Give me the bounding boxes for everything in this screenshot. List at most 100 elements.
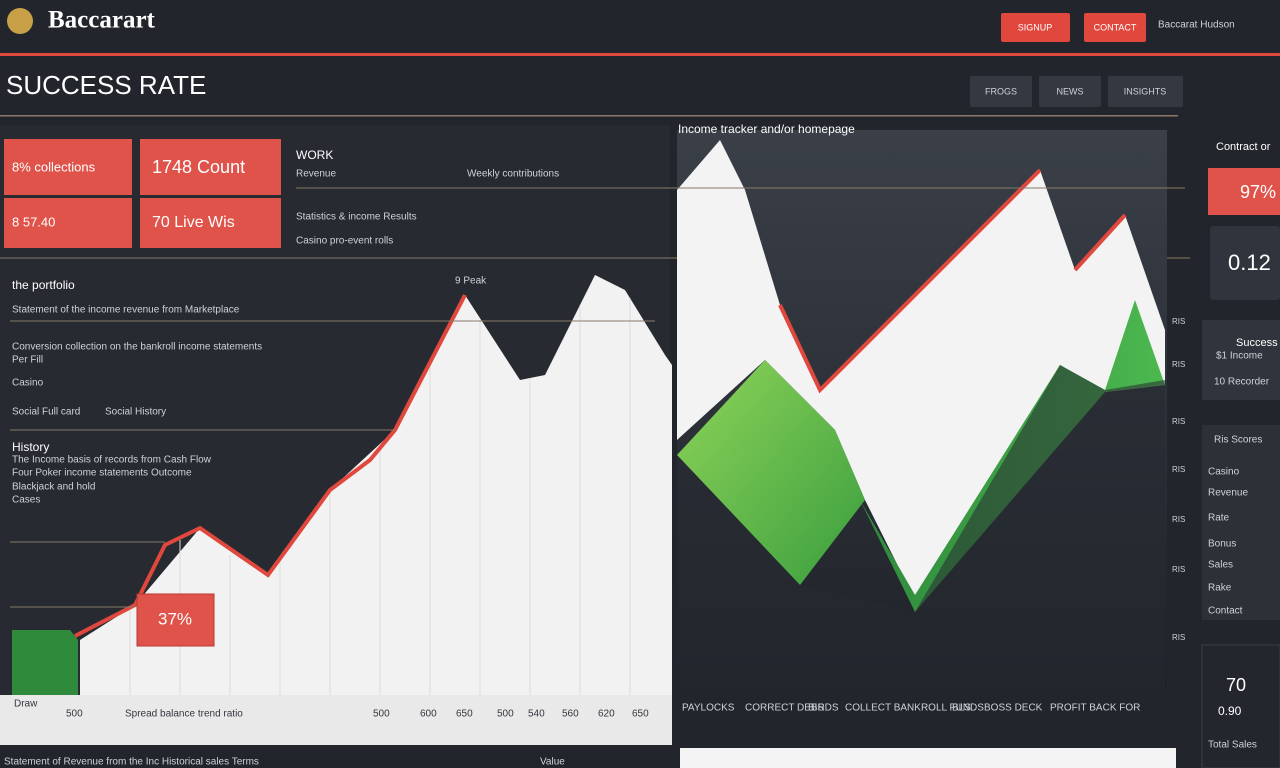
tab-label[interactable]: NEWS: [1057, 86, 1084, 96]
user-name[interactable]: Baccarat Hudson: [1158, 20, 1235, 31]
panel-heading: WORK: [296, 148, 333, 162]
card-title: Success: [1236, 337, 1278, 349]
panel-row: Statistics & income Results: [296, 212, 417, 223]
axis-label: BOSS DECK: [984, 703, 1043, 714]
card: [1201, 644, 1280, 768]
button[interactable]: [1001, 13, 1070, 42]
tab-label[interactable]: INSIGHTS: [1124, 86, 1167, 96]
axis-label: Spread balance trend ratio: [125, 709, 243, 720]
kpi-card: [140, 139, 281, 195]
panel-row: Weekly contributions: [467, 169, 559, 180]
panel-row: Revenue: [296, 169, 336, 180]
line: [74, 294, 467, 638]
chart-title: the portfolio: [12, 278, 75, 292]
kpi: 1748 Count: [152, 157, 245, 177]
note: The Income basis of records from Cash Fl…: [12, 455, 212, 466]
callout: [136, 593, 215, 647]
footer: Value: [540, 757, 565, 768]
axis-tick: RIS: [1172, 465, 1185, 474]
line: [778, 168, 1042, 394]
kpi-card: [4, 198, 132, 248]
axis-tick: RIS: [1172, 565, 1185, 574]
axis-strip: [0, 695, 672, 745]
area: [677, 360, 865, 585]
callout-label: 37%: [158, 609, 192, 628]
axis-label: COLLECT BANKROLL FUNDS: [845, 703, 984, 714]
list-title: Ris Scores: [1214, 435, 1262, 446]
chart-subtitle: Statement of the income revenue from Mar…: [12, 305, 240, 316]
stat-card: [1208, 168, 1280, 215]
header-rule: [0, 53, 1280, 56]
list-item[interactable]: Casino: [1208, 467, 1240, 478]
card-text: $1 Income: [1216, 351, 1263, 362]
note: Social Full card: [12, 407, 80, 418]
stat: 0.90: [1218, 704, 1242, 718]
axis-label: 540: [528, 709, 545, 720]
axis-label: 600: [420, 709, 437, 720]
line: [1073, 213, 1127, 272]
axis-label: 560: [562, 709, 579, 720]
axis-label: 500: [66, 709, 83, 720]
note: Social History: [105, 407, 166, 418]
note: Conversion collection on the bankroll in…: [12, 342, 262, 353]
note: Casino: [12, 378, 44, 389]
axis-label: Draw: [14, 699, 38, 710]
card-text: 10 Recorder: [1214, 377, 1270, 388]
stat-card: [1210, 226, 1280, 300]
note: Four Poker income statements Outcome: [12, 468, 192, 479]
stat: 97%: [1240, 182, 1276, 202]
axis-label: BLS: [952, 703, 971, 714]
grid: [129, 298, 631, 695]
section-title: History: [12, 440, 49, 454]
sidebar-heading: Contract or: [1216, 141, 1271, 153]
chart-title: Income tracker and/or homepage: [678, 122, 855, 136]
list-item[interactable]: Revenue: [1208, 488, 1248, 499]
area: [677, 140, 1165, 690]
card: [1202, 320, 1280, 400]
area: [12, 630, 78, 695]
axis-tick: RIS: [1172, 360, 1185, 369]
list-item[interactable]: Rate: [1208, 513, 1230, 524]
page-title: SUCCESS RATE: [6, 70, 206, 100]
tab[interactable]: [1039, 76, 1101, 107]
kpi: 8% collections: [12, 159, 96, 174]
stat: 0.12: [1228, 250, 1271, 275]
button[interactable]: [1084, 13, 1146, 42]
axis-tick: RIS: [1172, 515, 1185, 524]
axis-label: PROFIT BACK FOR: [1050, 703, 1140, 714]
axis-label: 650: [456, 709, 473, 720]
axis-label: 620: [598, 709, 615, 720]
card-text: Total Sales: [1208, 740, 1257, 751]
footer: Statement of Revenue from the Inc Histor…: [4, 757, 259, 768]
button-label[interactable]: SIGNUP: [1018, 22, 1053, 32]
panel-row: Casino pro-event rolls: [296, 236, 393, 247]
axis-label: 500: [373, 709, 390, 720]
list: [1202, 425, 1280, 620]
annotation: 9 Peak: [455, 276, 487, 287]
kpi-card: [140, 198, 281, 248]
stat: 70: [1226, 675, 1246, 695]
axis-label: PAYLOCKS: [682, 703, 735, 714]
logo-icon: [7, 8, 33, 34]
tab[interactable]: [970, 76, 1032, 107]
axis-tick: RIS: [1172, 633, 1185, 642]
list-item[interactable]: Bonus: [1208, 539, 1236, 550]
tab-label[interactable]: FROGS: [985, 86, 1017, 96]
tab[interactable]: [1108, 76, 1183, 107]
axis-tick: RIS: [1172, 317, 1185, 326]
list-item[interactable]: Sales: [1208, 560, 1233, 571]
list-item[interactable]: Contact: [1208, 606, 1243, 617]
button-label[interactable]: CONTACT: [1094, 22, 1137, 32]
kpi-card: [4, 139, 132, 195]
axis-tick: RIS: [1172, 417, 1185, 426]
footer-box: [680, 748, 1176, 768]
axis-label: BIRDS: [808, 703, 839, 714]
rule: [0, 115, 1178, 117]
logo: Baccarart: [48, 7, 156, 34]
axis-label: 500: [497, 709, 514, 720]
note: Blackjack and hold: [12, 482, 95, 493]
kpi: 8 57.40: [12, 214, 55, 229]
shade: [677, 365, 1165, 690]
list-item[interactable]: Rake: [1208, 583, 1232, 594]
